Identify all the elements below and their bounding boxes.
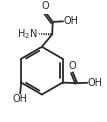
Text: O: O bbox=[68, 61, 76, 71]
Text: OH: OH bbox=[13, 94, 28, 104]
Text: OH: OH bbox=[63, 16, 78, 26]
Text: OH: OH bbox=[88, 78, 103, 88]
Text: H$_2$N: H$_2$N bbox=[17, 27, 38, 41]
Text: O: O bbox=[42, 1, 49, 11]
